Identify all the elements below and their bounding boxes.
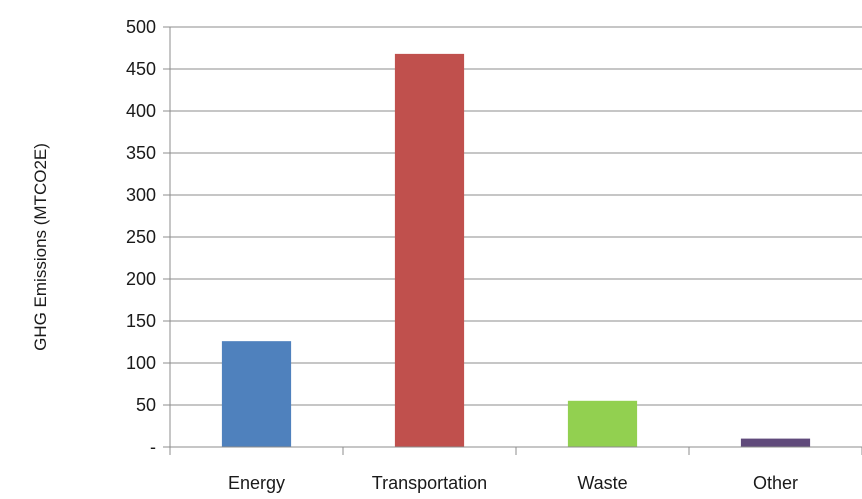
y-tick-label: 400	[126, 101, 156, 121]
y-axis-title: GHG Emissions (MTCO2E)	[31, 143, 50, 351]
y-tick-label: 50	[136, 395, 156, 415]
x-tick-labels: Energy Transportation Waste Other	[228, 473, 798, 493]
y-tick-label: 200	[126, 269, 156, 289]
bar-energy	[221, 341, 292, 447]
y-tick-label: 150	[126, 311, 156, 331]
axes	[163, 26, 862, 455]
x-tick-label: Energy	[228, 473, 285, 493]
x-tick-label: Other	[753, 473, 798, 493]
bar-waste	[567, 400, 638, 447]
y-tick-label: 350	[126, 143, 156, 163]
x-tick-label: Transportation	[372, 473, 487, 493]
x-tick-label: Waste	[577, 473, 627, 493]
y-tick-label: 500	[126, 17, 156, 37]
y-tick-label: -	[150, 437, 156, 457]
y-tick-label: 250	[126, 227, 156, 247]
bar-transportation	[394, 53, 465, 447]
y-tick-label: 300	[126, 185, 156, 205]
bar-other	[740, 438, 811, 447]
y-tick-labels: - 50 100 150 200 250 300 350 400 450 500	[126, 17, 156, 457]
y-tick-label: 450	[126, 59, 156, 79]
y-tick-label: 100	[126, 353, 156, 373]
bars	[221, 53, 811, 447]
